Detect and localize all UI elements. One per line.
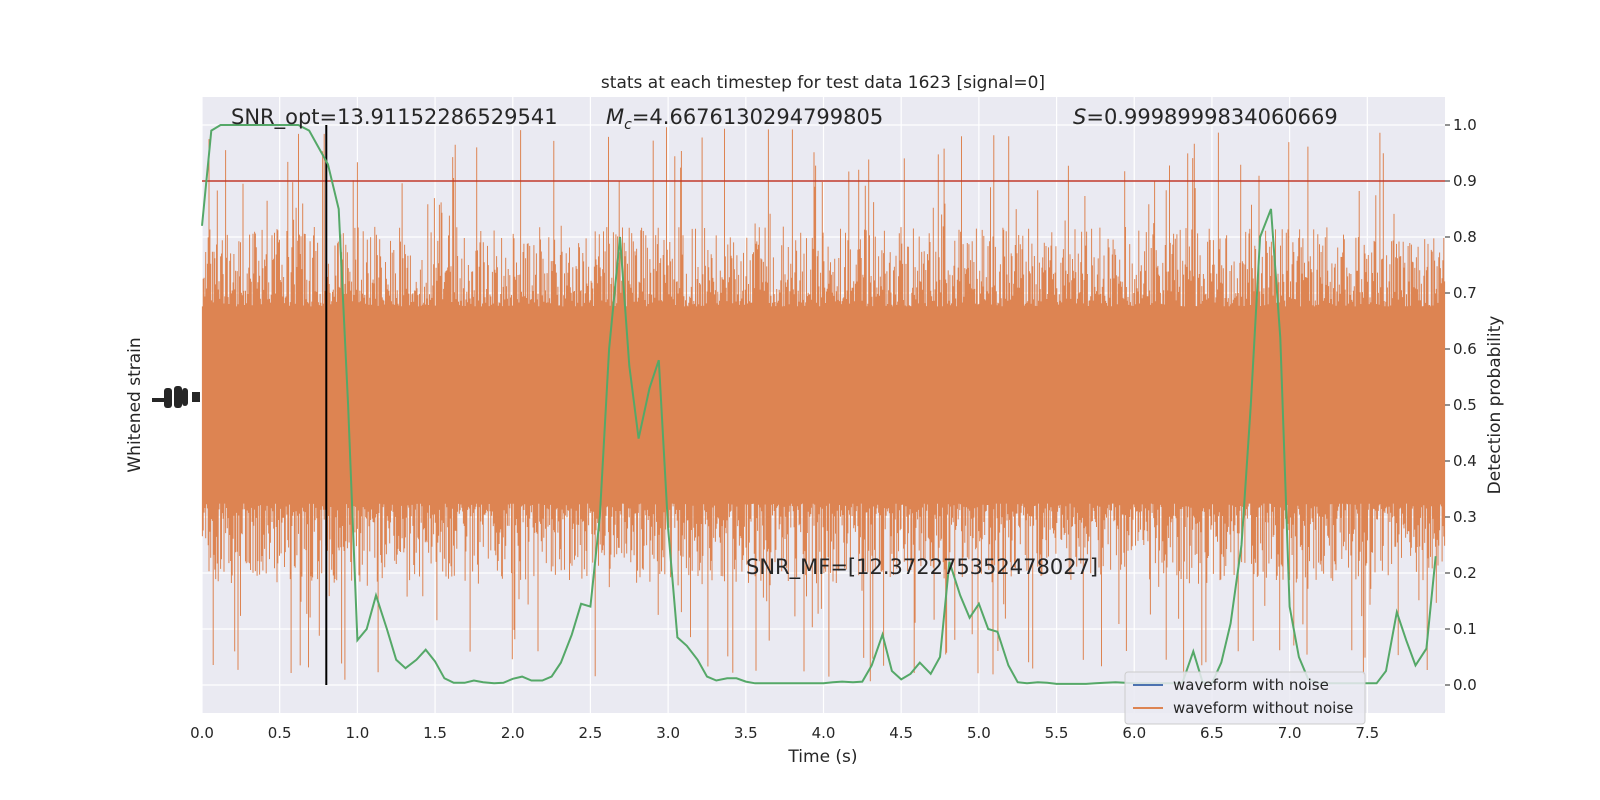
right-tick-label: 0.1 xyxy=(1453,620,1477,638)
x-tick-label: 4.5 xyxy=(889,724,913,742)
right-tick-label: 0.5 xyxy=(1453,396,1477,414)
right-axis-label: Detection probability xyxy=(1485,316,1505,495)
x-tick-label: 7.5 xyxy=(1355,724,1379,742)
x-tick-label: 5.0 xyxy=(967,724,991,742)
x-tick-label: 4.0 xyxy=(812,724,836,742)
x-tick-label: 0.0 xyxy=(190,724,214,742)
detection-probability-line xyxy=(201,124,1437,685)
strain-trace xyxy=(201,127,1446,682)
left-axis-label: Whitened strain xyxy=(125,337,145,472)
right-tick-label: 0.8 xyxy=(1453,228,1477,246)
x-tick-label: 2.5 xyxy=(579,724,603,742)
right-axis-ticks: 0.0 0.1 0.2 0.3 0.4 0.5 0.6 0.7 0.8 0.9 1.0 xyxy=(1445,116,1477,694)
x-tick-label: 7.0 xyxy=(1278,724,1302,742)
x-tick-label: 6.5 xyxy=(1200,724,1224,742)
snr-mf-annotation: SNR_MF=[12.372275352478027] xyxy=(746,555,1098,580)
right-tick-label: 0.0 xyxy=(1453,676,1477,694)
x-tick-label: 5.5 xyxy=(1045,724,1069,742)
right-tick-label: 0.6 xyxy=(1453,340,1477,358)
x-axis-label: Time (s) xyxy=(787,747,857,767)
right-tick-label: 0.7 xyxy=(1453,284,1477,302)
legend: waveform with noise waveform without noi… xyxy=(1124,671,1366,725)
left-axis-garbled-ticks xyxy=(152,386,200,408)
chart-title: stats at each timestep for test data 162… xyxy=(601,73,1045,93)
s-annotation: S=0.9998999834060669 xyxy=(1073,105,1338,129)
legend-label-clean: waveform without noise xyxy=(1173,699,1353,717)
x-tick-label: 1.5 xyxy=(423,724,447,742)
right-tick-label: 0.3 xyxy=(1453,508,1477,526)
x-tick-label: 2.0 xyxy=(501,724,525,742)
right-tick-label: 0.4 xyxy=(1453,452,1477,470)
x-axis-ticks: 0.0 0.5 1.0 1.5 2.0 2.5 3.0 3.5 4.0 4.5 5.0 5.5 6.0 6… xyxy=(190,724,1379,742)
x-tick-label: 3.5 xyxy=(734,724,758,742)
right-tick-label: 0.2 xyxy=(1453,564,1477,582)
x-tick-label: 0.5 xyxy=(268,724,292,742)
right-tick-label: 1.0 xyxy=(1453,116,1477,134)
right-tick-label: 0.9 xyxy=(1453,172,1477,190)
legend-box xyxy=(1124,671,1366,725)
legend-label-noise: waveform with noise xyxy=(1173,676,1329,694)
chirp-mass-annotation: Mc=4.6676130294799805 xyxy=(606,105,883,133)
x-tick-label: 6.0 xyxy=(1122,724,1146,742)
strain-series xyxy=(201,127,1446,682)
x-tick-label: 3.0 xyxy=(656,724,680,742)
snr-opt-annotation: SNR_opt=13.91152286529541 xyxy=(231,105,558,130)
x-tick-label: 1.0 xyxy=(345,724,369,742)
